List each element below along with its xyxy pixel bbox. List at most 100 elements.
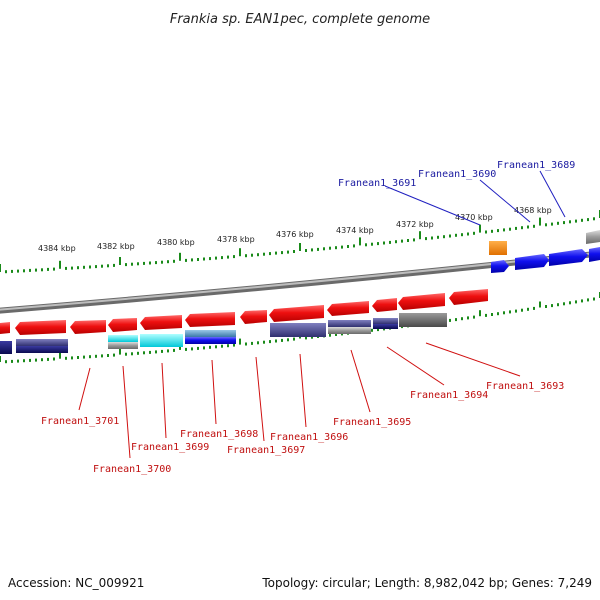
gene-feature-grey[interactable] (328, 327, 371, 334)
gene-feature-grey[interactable] (108, 342, 138, 349)
gene-arrow-franean1-3690[interactable] (515, 254, 549, 270)
gene-label-franean1-3700[interactable]: Franean1_3700 (93, 464, 171, 475)
gene-label-franean1-3697[interactable]: Franean1_3697 (227, 445, 305, 456)
scale-minor-tick (143, 261, 145, 265)
scale-minor-tick (563, 302, 565, 306)
gene-feature-navy[interactable] (0, 341, 12, 354)
gene-arrow-franean1-3693[interactable] (398, 293, 445, 310)
scale-minor-tick (113, 263, 115, 267)
scale-minor-tick (455, 318, 457, 322)
gene-label-franean1-3691[interactable]: Franean1_3691 (338, 178, 416, 189)
scale-minor-tick (521, 226, 523, 230)
label-leader (211, 359, 217, 425)
scale-minor-tick (581, 218, 583, 222)
gene-arrow-franean1-3689[interactable] (549, 249, 588, 266)
gene-label-franean1-3689[interactable]: Franean1_3689 (497, 160, 575, 171)
gene-feature-dark[interactable] (399, 313, 447, 327)
gene-arrow-franean1-3699[interactable] (140, 315, 182, 330)
gene-label-franean1-3690[interactable]: Franean1_3690 (418, 169, 496, 180)
gene-arrow-reverse[interactable] (0, 322, 10, 334)
scale-major-tick (119, 348, 121, 355)
scale-minor-tick (377, 242, 379, 246)
scale-minor-tick (371, 328, 373, 332)
scale-label: 4376 kbp (276, 230, 314, 239)
scale-minor-tick (17, 359, 19, 363)
scale-minor-tick (203, 257, 205, 261)
scale-major-tick (539, 217, 541, 226)
gene-feature-cyan[interactable] (140, 334, 183, 347)
scale-label: 4372 kbp (396, 220, 434, 229)
scale-minor-tick (125, 263, 127, 267)
scale-minor-tick (137, 262, 139, 266)
scale-minor-tick (491, 229, 493, 233)
gene-feature-slate[interactable] (328, 320, 371, 327)
gene-label-franean1-3698[interactable]: Franean1_3698 (180, 429, 258, 440)
scale-major-tick (0, 356, 1, 362)
gene-arrow-forward[interactable] (491, 260, 509, 273)
gene-feature-navy[interactable] (16, 346, 68, 353)
label-leader (425, 342, 521, 377)
gene-arrow-franean1-3700[interactable] (108, 318, 137, 332)
scale-minor-tick (161, 349, 163, 353)
gene-feature-orange[interactable] (489, 241, 507, 255)
gene-arrow-franean1-3696[interactable] (269, 305, 324, 322)
gene-feature-cyan[interactable] (108, 335, 138, 342)
scale-minor-tick (455, 233, 457, 237)
gene-label-franean1-3699[interactable]: Franean1_3699 (131, 442, 209, 453)
label-leader (122, 365, 131, 459)
gene-arrow-franean1-3694[interactable] (372, 298, 397, 312)
gene-arrow-franean1-3701[interactable] (15, 320, 66, 335)
scale-major-tick (419, 231, 421, 240)
scale-minor-tick (89, 265, 91, 269)
gene-arrow-franean1-3698[interactable] (185, 312, 235, 327)
scale-minor-tick (551, 304, 553, 308)
gene-label-franean1-3696[interactable]: Franean1_3696 (270, 432, 348, 443)
gene-label-franean1-3695[interactable]: Franean1_3695 (333, 417, 411, 428)
scale-minor-tick (407, 239, 409, 242)
scale-label: 4378 kbp (217, 235, 255, 244)
scale-minor-tick (125, 352, 127, 356)
scale-minor-tick (185, 347, 187, 351)
scale-minor-tick (5, 270, 7, 274)
scale-minor-tick (29, 268, 31, 272)
scale-minor-tick (401, 239, 403, 243)
gene-arrow-forward-edge[interactable] (589, 247, 600, 262)
gene-feature-blue[interactable] (185, 337, 236, 344)
scale-minor-tick (593, 217, 595, 221)
gene-label-franean1-3701[interactable]: Franean1_3701 (41, 416, 119, 427)
gene-feature-steel[interactable] (185, 330, 236, 337)
scale-minor-tick (131, 352, 133, 356)
gene-feature-grey[interactable] (586, 230, 600, 244)
scale-minor-tick (149, 350, 151, 354)
gene-arrow-reverse[interactable] (70, 320, 106, 334)
gene-feature-navy[interactable] (373, 324, 398, 329)
scale-minor-tick (71, 266, 73, 270)
label-leader (161, 362, 167, 439)
scale-minor-tick (425, 237, 427, 241)
scale-minor-tick (107, 354, 109, 357)
scale-minor-tick (497, 229, 499, 233)
scale-minor-tick (563, 221, 565, 225)
gene-label-franean1-3694[interactable]: Franean1_3694 (410, 390, 488, 401)
scale-minor-tick (209, 345, 211, 349)
scale-minor-tick (113, 353, 115, 357)
gene-arrow-franean1-3695[interactable] (327, 301, 369, 316)
genome-summary-text: Topology: circular; Length: 8,982,042 bp… (261, 576, 592, 590)
gene-arrow-franean1-3697[interactable] (240, 310, 267, 324)
gene-label-franean1-3693[interactable]: Franean1_3693 (486, 381, 564, 392)
scale-minor-tick (29, 358, 31, 362)
scale-minor-tick (35, 358, 37, 362)
scale-minor-tick (389, 240, 391, 244)
scale-minor-tick (263, 340, 265, 344)
scale-minor-tick (131, 262, 133, 266)
scale-minor-tick (395, 240, 397, 244)
gene-arrow-reverse[interactable] (449, 289, 488, 305)
scale-minor-tick (257, 341, 259, 345)
gene-feature-slate[interactable] (270, 323, 326, 337)
gene-feature-slate[interactable] (16, 339, 68, 346)
gene-feature-slate[interactable] (373, 318, 398, 324)
scale-label: 4370 kbp (455, 213, 493, 222)
scale-minor-tick (65, 356, 67, 360)
scale-minor-tick (215, 256, 217, 260)
